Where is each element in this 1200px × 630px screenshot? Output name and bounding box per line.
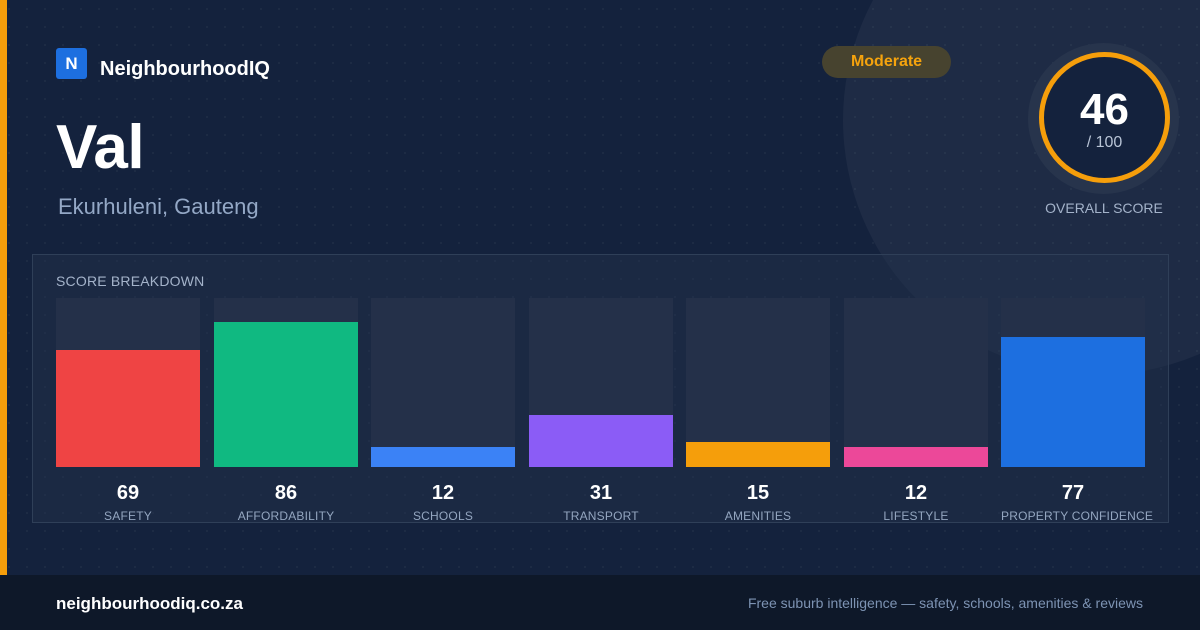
score-bar-track <box>214 298 358 467</box>
score-bar-value: 86 <box>274 482 298 504</box>
brand: N NeighbourhoodIQ <box>56 46 270 81</box>
score-bar-fill <box>844 447 988 467</box>
score-bar-safety: 69 SAFETY <box>56 298 200 523</box>
score-bar-track <box>1001 298 1145 467</box>
score-bar-label: TRANSPORT <box>563 509 639 523</box>
score-bar-track <box>529 298 673 467</box>
share-card: N NeighbourhoodIQ Val Ekurhuleni, Gauten… <box>0 0 1200 575</box>
score-breakdown-panel: SCORE BREAKDOWN 69 SAFETY 86 AFFORDABILITY 1… <box>32 254 1169 523</box>
footer: neighbourhoodiq.co.za Free suburb intell… <box>0 575 1200 630</box>
rating-badge: Moderate <box>822 46 951 78</box>
score-bar-label: AFFORDABILITY <box>237 509 335 523</box>
brand-name: NeighbourhoodIQ <box>100 58 270 80</box>
score-bar-fill <box>56 350 200 467</box>
score-bar-property-confidence: 77 PROPERTY CONFIDENCE <box>1001 298 1154 523</box>
score-bar-track <box>844 298 988 467</box>
dot-pattern-background <box>0 0 1200 575</box>
score-bar-label: LIFESTYLE <box>883 509 949 523</box>
overall-score-inner: 46 / 100 <box>1039 52 1170 183</box>
overall-score-ring: 46 / 100 <box>1028 43 1179 194</box>
score-bar-value: 12 <box>904 482 928 504</box>
score-breakdown-title: SCORE BREAKDOWN <box>56 273 205 289</box>
score-bar-value: 12 <box>431 482 455 504</box>
overall-score-max: / 100 <box>1086 133 1123 151</box>
score-bar-label: SCHOOLS <box>412 509 474 523</box>
score-bar-schools: 12 SCHOOLS <box>371 298 515 523</box>
score-bar-track <box>686 298 830 467</box>
score-bar-fill <box>529 415 673 467</box>
score-bar-fill <box>1001 337 1145 467</box>
score-bar-label: SAFETY <box>104 509 152 523</box>
score-bar-lifestyle: 12 LIFESTYLE <box>844 298 988 523</box>
score-bar-label: AMENITIES <box>724 509 792 523</box>
score-bar-fill <box>686 442 830 467</box>
footer-url: neighbourhoodiq.co.za <box>56 594 243 613</box>
overall-score-label: OVERALL SCORE <box>1045 200 1163 216</box>
score-bar-value: 31 <box>589 482 613 504</box>
score-bar-value: 15 <box>746 482 770 504</box>
suburb-title: Val <box>56 113 145 182</box>
suburb-location: Ekurhuleni, Gauteng <box>58 194 259 219</box>
brand-logo-icon: N <box>56 48 87 79</box>
overall-score-value: 46 <box>1080 84 1129 134</box>
accent-bar <box>0 0 7 575</box>
footer-tagline: Free suburb intelligence — safety, schoo… <box>747 595 1143 611</box>
score-bar-value: 77 <box>1061 482 1085 504</box>
score-bar-transport: 31 TRANSPORT <box>529 298 673 523</box>
score-bar-amenities: 15 AMENITIES <box>686 298 830 523</box>
score-bar-value: 69 <box>116 482 140 504</box>
score-bar-fill <box>371 447 515 467</box>
score-bar-affordability: 86 AFFORDABILITY <box>214 298 358 523</box>
score-bar-track <box>371 298 515 467</box>
score-bar-track <box>56 298 200 467</box>
score-bar-fill <box>214 322 358 467</box>
score-bar-label: PROPERTY CONFIDENCE <box>1001 509 1154 523</box>
